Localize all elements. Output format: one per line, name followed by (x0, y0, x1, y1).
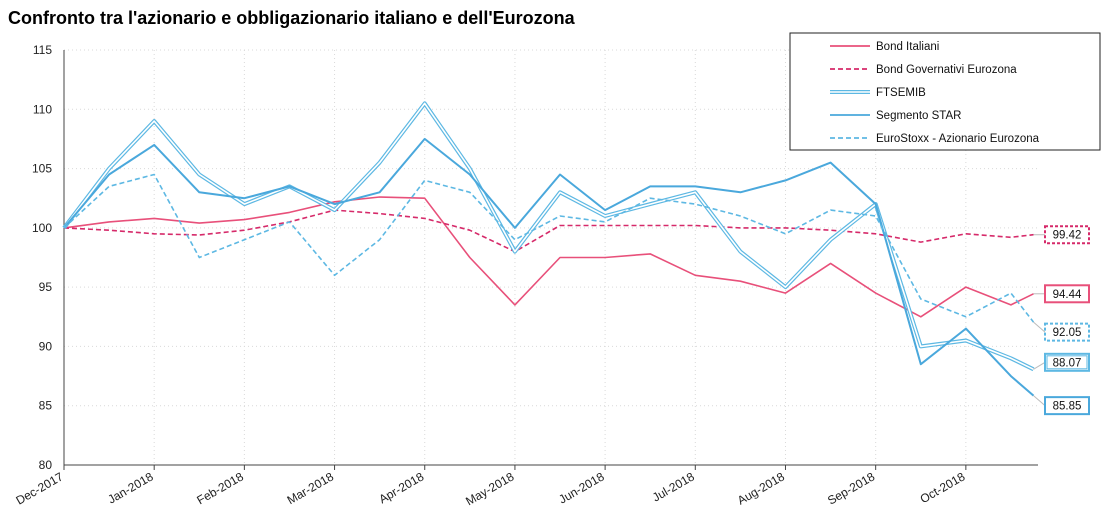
end-label-box (1044, 225, 1090, 245)
chart-title: Confronto tra l'azionario e obbligaziona… (8, 8, 575, 28)
legend-entry-label: FTSEMIB (876, 87, 926, 99)
x-tick-label: Jan-2018 (105, 469, 156, 506)
series-line-4 (63, 173, 1035, 323)
x-tick-label: Jul-2018 (650, 469, 697, 504)
x-tick-label: Feb-2018 (194, 469, 246, 507)
x-tick-label: Dec-2017 (13, 469, 65, 507)
y-tick-label: 95 (39, 280, 53, 294)
end-label-value: 99.42 (1053, 230, 1082, 242)
end-labels: 94.44 99.42 88.07 85.85 92.05 (1033, 225, 1090, 416)
end-label-value: 92.05 (1053, 327, 1082, 339)
x-tick-label: May-2018 (463, 469, 516, 508)
end-label-box (1044, 352, 1090, 372)
x-tick-label: Apr-2018 (376, 469, 426, 506)
x-tick-label: Jun-2018 (556, 469, 607, 506)
series-line-1 (63, 209, 1034, 253)
x-tick-label: Mar-2018 (285, 469, 337, 507)
y-tick-label: 85 (39, 399, 53, 413)
y-tick-label: 100 (32, 221, 52, 235)
legend-entry-label: Bond Italiani (876, 41, 939, 53)
end-label-value: 85.85 (1053, 401, 1082, 413)
y-tick-label: 80 (39, 458, 53, 472)
x-tick-label: Sep-2018 (825, 469, 877, 507)
series-line-2-inner (63, 102, 1034, 371)
series-line-0 (63, 196, 1034, 318)
end-label-connector (1033, 361, 1046, 370)
series-line-3 (63, 137, 1035, 397)
y-tick-label: 115 (33, 43, 52, 57)
end-label-box (1044, 396, 1090, 416)
end-label-box (1044, 322, 1090, 342)
end-label-box (1044, 284, 1090, 304)
series-lines (62, 101, 1035, 397)
legend-entry-label: Segmento STAR (876, 110, 961, 122)
end-label-connector (1033, 321, 1046, 333)
end-label-value: 88.07 (1053, 357, 1082, 369)
legend-entry-label: Bond Governativi Eurozona (876, 64, 1017, 76)
end-label-connector (1033, 395, 1046, 407)
y-tick-label: 90 (39, 339, 53, 353)
legend-entry-label: EuroStoxx - Azionario Eurozona (876, 133, 1040, 145)
end-label-value: 94.44 (1053, 289, 1082, 301)
legend: Bond Italiani Bond Governativi Eurozona FT… (789, 32, 1101, 151)
x-tick-label: Aug-2018 (735, 469, 787, 507)
end-label-inner-box (1046, 355, 1088, 370)
x-tick-label: Oct-2018 (918, 469, 968, 506)
y-tick-label: 110 (33, 102, 52, 116)
y-tick-label: 105 (32, 162, 52, 176)
